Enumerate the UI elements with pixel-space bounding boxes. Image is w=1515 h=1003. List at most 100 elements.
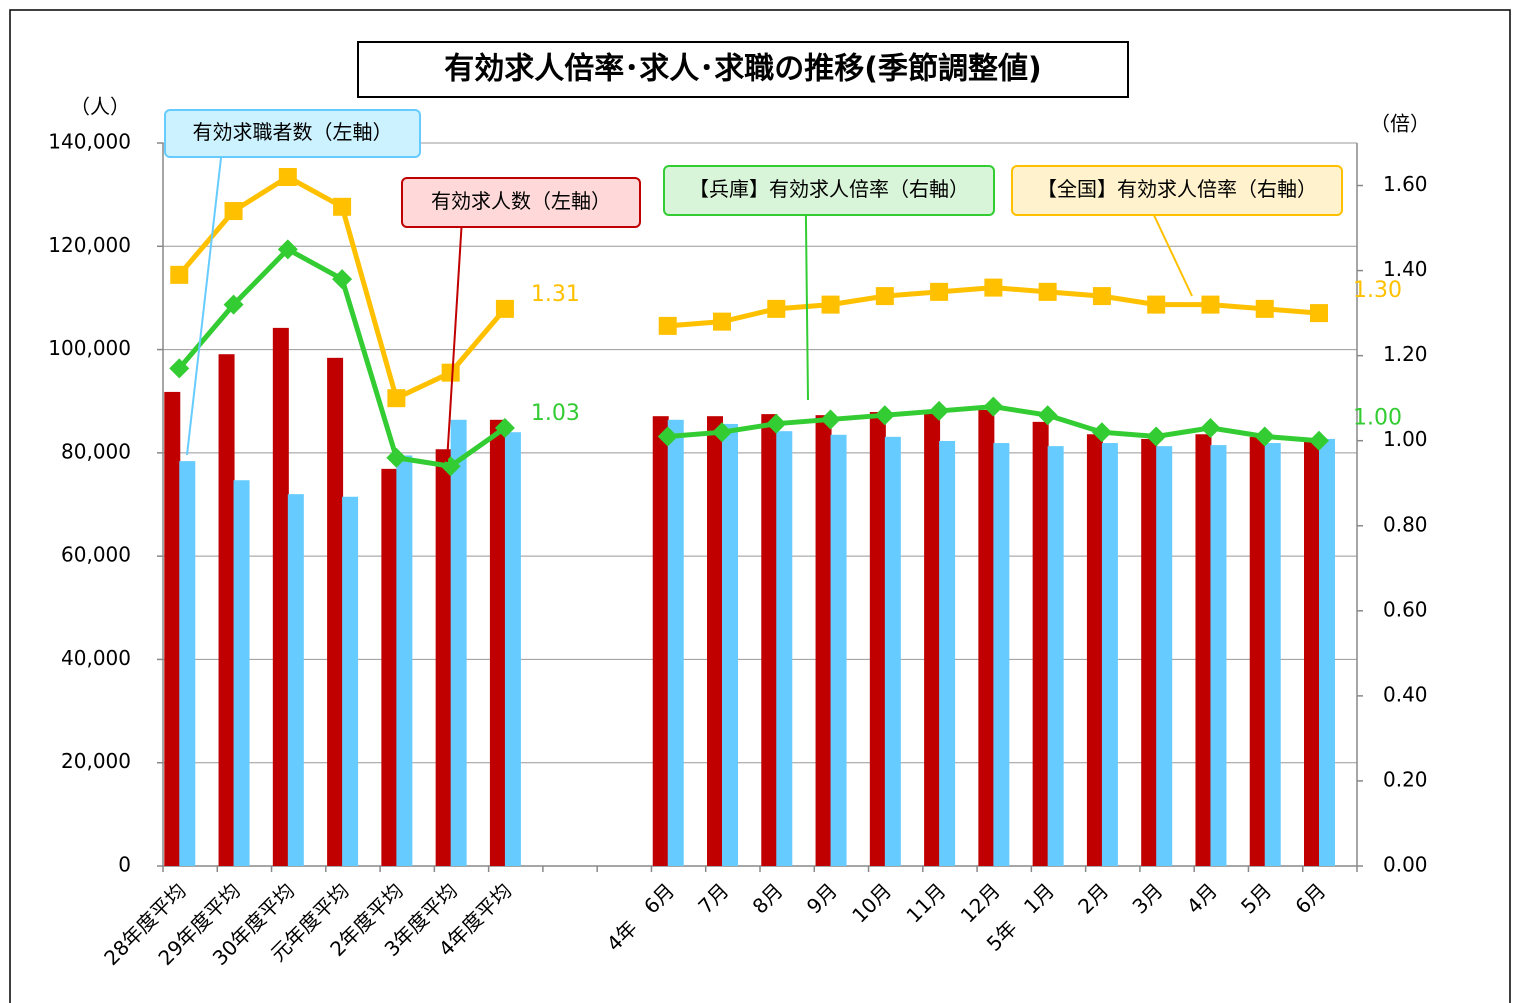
y-tick-label: 140,000 xyxy=(48,130,131,154)
marker xyxy=(1254,426,1275,447)
y-tick-label: 40,000 xyxy=(61,646,131,670)
marker xyxy=(333,197,352,216)
callout-leader xyxy=(186,156,223,456)
marker xyxy=(713,312,732,331)
legend-label: 【兵庫】有効求人倍率（右軸） xyxy=(689,177,969,201)
frame xyxy=(9,9,1511,1003)
chart-title: 有効求人倍率･求人･求職の推移(季節調整値) xyxy=(444,52,1041,87)
x-tick-label: 10月 xyxy=(847,878,896,927)
marker xyxy=(874,405,895,426)
bar xyxy=(722,423,739,866)
y2-tick-label: 0.00 xyxy=(1383,853,1428,877)
marker xyxy=(875,287,894,306)
value-label: 1.00 xyxy=(1353,406,1402,431)
legend-box xyxy=(1011,165,1343,216)
bar xyxy=(1304,439,1321,866)
marker xyxy=(983,396,1004,417)
y-tick-label: 100,000 xyxy=(48,336,131,360)
x-tick-label: 7月 xyxy=(693,878,733,918)
y2-tick-label: 1.40 xyxy=(1383,257,1428,281)
marker xyxy=(494,417,515,438)
value-label: 1.03 xyxy=(531,401,580,426)
marker xyxy=(1200,417,1221,438)
y2-tick-label: 0.20 xyxy=(1383,767,1428,791)
bar xyxy=(1032,421,1049,866)
bar xyxy=(1264,443,1281,866)
marker xyxy=(657,426,678,447)
y-tick-label: 80,000 xyxy=(61,439,131,463)
marker xyxy=(929,400,950,421)
bar xyxy=(504,432,521,866)
callout-leader xyxy=(1152,214,1193,297)
bar xyxy=(1195,434,1212,866)
x-tick-label: 5月 xyxy=(1236,878,1276,918)
marker xyxy=(984,278,1003,297)
callout-leader xyxy=(446,226,463,463)
marker xyxy=(224,202,243,221)
y2-tick-label: 0.60 xyxy=(1383,597,1428,621)
marker xyxy=(1147,295,1166,314)
bar xyxy=(1156,446,1173,866)
bar xyxy=(869,412,886,866)
marker xyxy=(223,294,244,315)
plot: 0 20,000 40,000 60,000 80,000 100,000 120,000 1… xyxy=(48,109,1428,970)
callout-leader xyxy=(804,214,809,401)
marker xyxy=(1092,287,1111,306)
bar xyxy=(776,431,793,866)
title-box xyxy=(357,41,1129,98)
marker xyxy=(1255,299,1274,318)
bar xyxy=(884,436,901,866)
marker xyxy=(820,409,841,430)
y2-unit: （倍） xyxy=(1370,112,1430,136)
marker xyxy=(1146,426,1167,447)
y2-tick-label: 1.00 xyxy=(1383,427,1428,451)
marker xyxy=(441,363,460,382)
y-unit: （人） xyxy=(70,95,130,119)
marker xyxy=(169,358,190,379)
y2-tick-label: 1.60 xyxy=(1383,172,1428,196)
bar xyxy=(830,434,847,866)
bar xyxy=(272,327,289,866)
x-tick-label: 8月 xyxy=(748,878,788,918)
bar xyxy=(381,468,398,866)
legend-label: 【全国】有効求人倍率（右軸） xyxy=(1037,177,1317,201)
y-tick-label: 20,000 xyxy=(61,749,131,773)
bar xyxy=(815,415,832,866)
marker xyxy=(658,316,677,335)
legend-label: 有効求職者数（左軸） xyxy=(193,120,393,144)
bar xyxy=(924,412,941,866)
x-tick-label: 4月 xyxy=(1182,878,1222,918)
y-tick-label: 0 xyxy=(118,853,131,877)
bar xyxy=(164,391,181,866)
y2-tick-label: 0.40 xyxy=(1383,682,1428,706)
marker xyxy=(767,299,786,318)
marker xyxy=(278,168,297,187)
marker xyxy=(1310,304,1329,323)
marker xyxy=(440,456,461,477)
legend-box xyxy=(663,165,995,216)
legend-box xyxy=(401,177,641,228)
bar xyxy=(233,480,250,866)
bar xyxy=(1086,434,1103,866)
bar xyxy=(761,414,778,866)
marker xyxy=(821,295,840,314)
y-tick-label: 60,000 xyxy=(61,543,131,567)
x-tick-label: 3月 xyxy=(1127,878,1167,918)
y2-tick-label: 0.80 xyxy=(1383,512,1428,536)
bar xyxy=(327,357,344,866)
bar xyxy=(396,455,413,866)
bar xyxy=(1319,438,1336,866)
marker xyxy=(386,447,407,468)
bar xyxy=(652,416,669,866)
marker xyxy=(170,265,189,284)
marker xyxy=(766,413,787,434)
bar xyxy=(179,461,196,866)
y2-tick-label: 1.20 xyxy=(1383,342,1428,366)
bar xyxy=(435,449,452,866)
bar xyxy=(939,440,956,866)
bar xyxy=(707,416,724,866)
value-label: 1.30 xyxy=(1353,278,1402,303)
x-tick-label: 12月 xyxy=(956,878,1005,927)
x-tick-label: 6月 xyxy=(1290,878,1330,918)
bar xyxy=(993,443,1010,866)
